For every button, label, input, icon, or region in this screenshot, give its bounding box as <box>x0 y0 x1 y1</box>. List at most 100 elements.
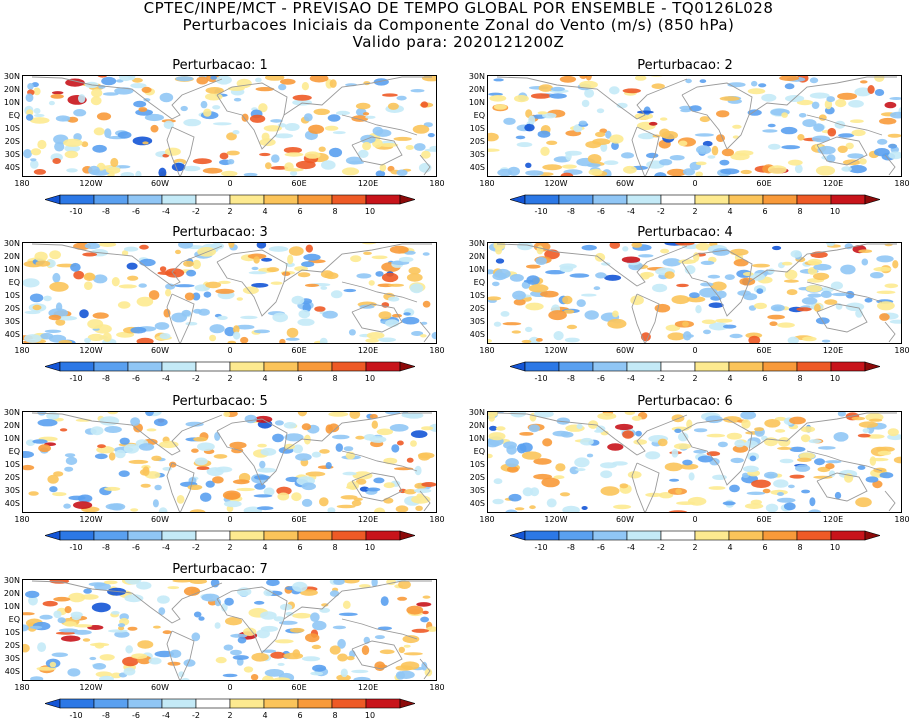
anomaly-blob <box>888 151 902 160</box>
anomaly-blob <box>93 274 108 284</box>
anomaly-blob <box>784 83 795 90</box>
anomaly-blob <box>607 318 627 329</box>
colorbar <box>510 530 880 541</box>
anomaly-blob <box>505 509 518 513</box>
anomaly-blob <box>607 443 624 451</box>
anomaly-blob <box>689 105 702 112</box>
lon-label: 120E <box>822 346 844 355</box>
anomaly-blob <box>493 78 504 82</box>
anomaly-blob <box>688 472 695 481</box>
colorbar-swatch <box>796 530 832 541</box>
anomaly-blob <box>701 319 716 325</box>
anomaly-blob <box>716 290 727 299</box>
anomaly-blob <box>510 411 527 418</box>
anomaly-blob <box>660 117 668 121</box>
anomaly-blob <box>562 295 573 305</box>
lon-label: 0 <box>227 515 233 524</box>
anomaly-blob <box>154 484 162 491</box>
anomaly-blob <box>210 75 218 80</box>
colorbar-label: 10 <box>829 374 841 383</box>
anomaly-blob <box>674 428 682 433</box>
anomaly-blob <box>645 492 663 497</box>
lat-label: 20N <box>468 85 485 94</box>
anomaly-blob <box>376 428 394 436</box>
lon-label: 120E <box>357 179 379 188</box>
anomaly-blob <box>487 339 492 343</box>
colorbar-label: 10 <box>364 374 376 383</box>
anomaly-blob <box>695 171 703 177</box>
title-line-1: CPTEC/INPE/MCT - PREVISAO DE TEMPO GLOBA… <box>143 0 774 17</box>
wind-anomaly-map <box>22 242 437 344</box>
anomaly-blob <box>284 433 304 442</box>
anomaly-blob <box>369 436 387 443</box>
anomaly-blob <box>37 419 58 427</box>
anomaly-blob <box>521 451 542 460</box>
coastline <box>341 114 418 136</box>
anomaly-blob <box>322 310 338 319</box>
anomaly-blob <box>564 150 582 156</box>
anomaly-blob <box>283 147 302 154</box>
anomaly-blob <box>802 336 817 342</box>
colorbar-swatch <box>524 530 560 541</box>
anomaly-blob <box>697 455 714 463</box>
lon-label: 180 <box>429 515 445 524</box>
anomaly-blob <box>73 109 87 117</box>
anomaly-blob <box>78 94 86 103</box>
anomaly-blob <box>136 296 154 307</box>
anomaly-blob <box>159 266 167 272</box>
anomaly-blob <box>123 443 139 454</box>
anomaly-blob <box>87 333 105 341</box>
anomaly-blob <box>854 87 872 97</box>
lat-label: 20S <box>469 304 485 313</box>
anomaly-blob <box>180 677 190 681</box>
anomaly-blob <box>49 250 61 260</box>
anomaly-blob <box>576 299 586 307</box>
anomaly-blob <box>184 292 195 301</box>
colorbar-swatch <box>297 361 333 372</box>
coastline <box>216 586 288 654</box>
anomaly-blob <box>411 331 424 336</box>
perturbation-panel-3: Perturbacao: 3 30N 20N 10N EQ 10S 20S 30S 40S 180… <box>0 225 445 390</box>
anomaly-blob <box>813 263 832 271</box>
colorbar-swatch <box>660 530 696 541</box>
anomaly-blob <box>392 313 402 318</box>
anomaly-blob <box>289 627 305 633</box>
anomaly-blob <box>398 256 414 263</box>
anomaly-blob <box>258 103 268 113</box>
anomaly-blob <box>541 477 560 488</box>
anomaly-blob <box>251 266 259 271</box>
anomaly-blob <box>664 271 675 279</box>
anomaly-blob <box>729 248 749 256</box>
anomaly-blob <box>212 105 221 110</box>
anomaly-blob <box>495 426 506 431</box>
anomaly-blob <box>879 313 890 321</box>
colorbar-label: -2 <box>657 207 665 216</box>
coastline <box>31 412 223 456</box>
anomaly-blob <box>500 311 510 317</box>
lon-label: 180 <box>429 179 445 188</box>
colorbar-label: -10 <box>69 543 83 552</box>
anomaly-blob <box>283 422 297 429</box>
anomaly-blob <box>368 280 375 286</box>
anomaly-blob <box>707 155 716 159</box>
anomaly-blob <box>535 257 547 265</box>
anomaly-blob <box>336 504 356 509</box>
colorbar-label: -2 <box>657 543 665 552</box>
anomaly-blob <box>22 643 30 653</box>
anomaly-blob <box>581 244 597 251</box>
anomaly-blob <box>762 488 771 494</box>
colorbar-swatch <box>45 361 61 372</box>
anomaly-blob <box>877 450 892 456</box>
lat-label: 10S <box>4 124 20 133</box>
lat-label: 40S <box>4 330 20 339</box>
anomaly-blob <box>203 291 212 298</box>
anomaly-blob <box>609 86 620 95</box>
colorbar-label: -2 <box>192 711 200 720</box>
anomaly-blob <box>545 270 565 275</box>
anomaly-blob <box>855 497 872 508</box>
anomaly-blob <box>175 249 181 255</box>
anomaly-blob <box>867 85 875 94</box>
anomaly-blob <box>375 170 386 177</box>
colorbar-label: 4 <box>262 711 268 720</box>
anomaly-blob <box>88 165 100 175</box>
